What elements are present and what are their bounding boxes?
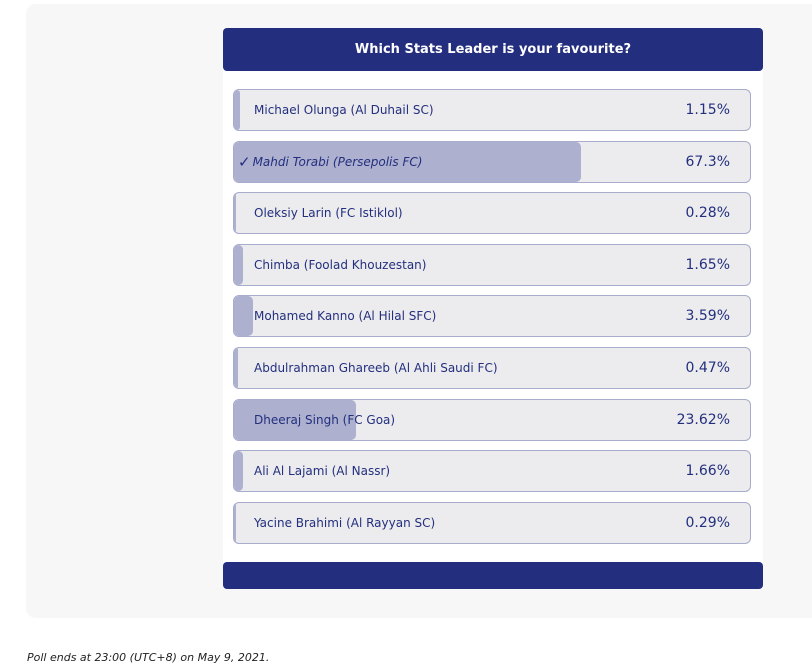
option-label: Ali Al Lajami (Al Nassr) bbox=[254, 451, 390, 491]
poll-option[interactable]: Michael Olunga (Al Duhail SC) 1.15% bbox=[233, 89, 751, 131]
checkmark-icon: ✓ bbox=[238, 153, 251, 171]
option-percentage: 3.59% bbox=[685, 308, 730, 324]
poll-footer-bar bbox=[223, 562, 763, 589]
option-percentage: 23.62% bbox=[676, 412, 730, 428]
vote-share-bar bbox=[234, 142, 582, 182]
option-label-text: Ali Al Lajami (Al Nassr) bbox=[254, 464, 391, 478]
option-percentage: 1.66% bbox=[685, 463, 730, 479]
vote-share-bar bbox=[234, 451, 243, 491]
vote-share-bar bbox=[234, 503, 236, 543]
option-percentage: 0.29% bbox=[685, 515, 730, 531]
poll-option[interactable]: Mohamed Kanno (Al Hilal SFC) 3.59% bbox=[233, 295, 751, 337]
poll-option[interactable]: ✓ Mahdi Torabi (Persepolis FC) 67.3% bbox=[233, 141, 751, 183]
vote-share-bar bbox=[234, 400, 356, 440]
poll-title: Which Stats Leader is your favourite? bbox=[223, 28, 763, 71]
poll-option[interactable]: Yacine Brahimi (Al Rayyan SC) 0.29% bbox=[233, 502, 751, 544]
vote-share-bar bbox=[234, 193, 236, 233]
option-percentage: 0.28% bbox=[685, 205, 730, 221]
poll-option[interactable]: Chimba (Foolad Khouzestan) 1.65% bbox=[233, 244, 751, 286]
poll-option[interactable]: Oleksiy Larin (FC Istiklol) 0.28% bbox=[233, 192, 751, 234]
option-label: Dheeraj Singh (FC Goa) bbox=[254, 400, 395, 440]
option-percentage: 1.15% bbox=[685, 102, 730, 118]
option-label: Oleksiy Larin (FC Istiklol) bbox=[254, 193, 403, 233]
poll-option[interactable]: Dheeraj Singh (FC Goa) 23.62% bbox=[233, 399, 751, 441]
option-percentage: 1.65% bbox=[685, 257, 730, 273]
vote-share-bar bbox=[234, 90, 240, 130]
vote-share-bar bbox=[234, 245, 243, 285]
poll-widget: Which Stats Leader is your favourite? Mi… bbox=[223, 28, 763, 589]
poll-option[interactable]: Ali Al Lajami (Al Nassr) 1.66% bbox=[233, 450, 751, 492]
option-label-text: Dheeraj Singh (FC Goa) bbox=[254, 413, 396, 427]
option-label-text: Oleksiy Larin (FC Istiklol) bbox=[254, 206, 403, 220]
option-label-text: Abdulrahman Ghareeb (Al Ahli Saudi FC) bbox=[254, 361, 498, 375]
option-label-text: Yacine Brahimi (Al Rayyan SC) bbox=[254, 516, 436, 530]
poll-end-note: Poll ends at 23:00 (UTC+8) on May 9, 202… bbox=[27, 651, 270, 664]
option-label: Mohamed Kanno (Al Hilal SFC) bbox=[254, 296, 436, 336]
vote-share-bar bbox=[234, 348, 238, 388]
option-label-text: Mahdi Torabi (Persepolis FC) bbox=[252, 155, 423, 169]
option-label: Abdulrahman Ghareeb (Al Ahli Saudi FC) bbox=[254, 348, 498, 388]
poll-panel: Which Stats Leader is your favourite? Mi… bbox=[26, 4, 812, 618]
poll-option[interactable]: Abdulrahman Ghareeb (Al Ahli Saudi FC) 0.… bbox=[233, 347, 751, 389]
option-label: Michael Olunga (Al Duhail SC) bbox=[254, 90, 434, 130]
option-label: Chimba (Foolad Khouzestan) bbox=[254, 245, 426, 285]
option-label: Yacine Brahimi (Al Rayyan SC) bbox=[254, 503, 435, 543]
option-label: ✓ Mahdi Torabi (Persepolis FC) bbox=[238, 142, 422, 182]
option-percentage: 67.3% bbox=[685, 154, 730, 170]
option-label-text: Michael Olunga (Al Duhail SC) bbox=[254, 103, 434, 117]
option-label-text: Mohamed Kanno (Al Hilal SFC) bbox=[254, 309, 437, 323]
option-percentage: 0.47% bbox=[685, 360, 730, 376]
option-label-text: Chimba (Foolad Khouzestan) bbox=[254, 258, 427, 272]
vote-share-bar bbox=[234, 296, 253, 336]
